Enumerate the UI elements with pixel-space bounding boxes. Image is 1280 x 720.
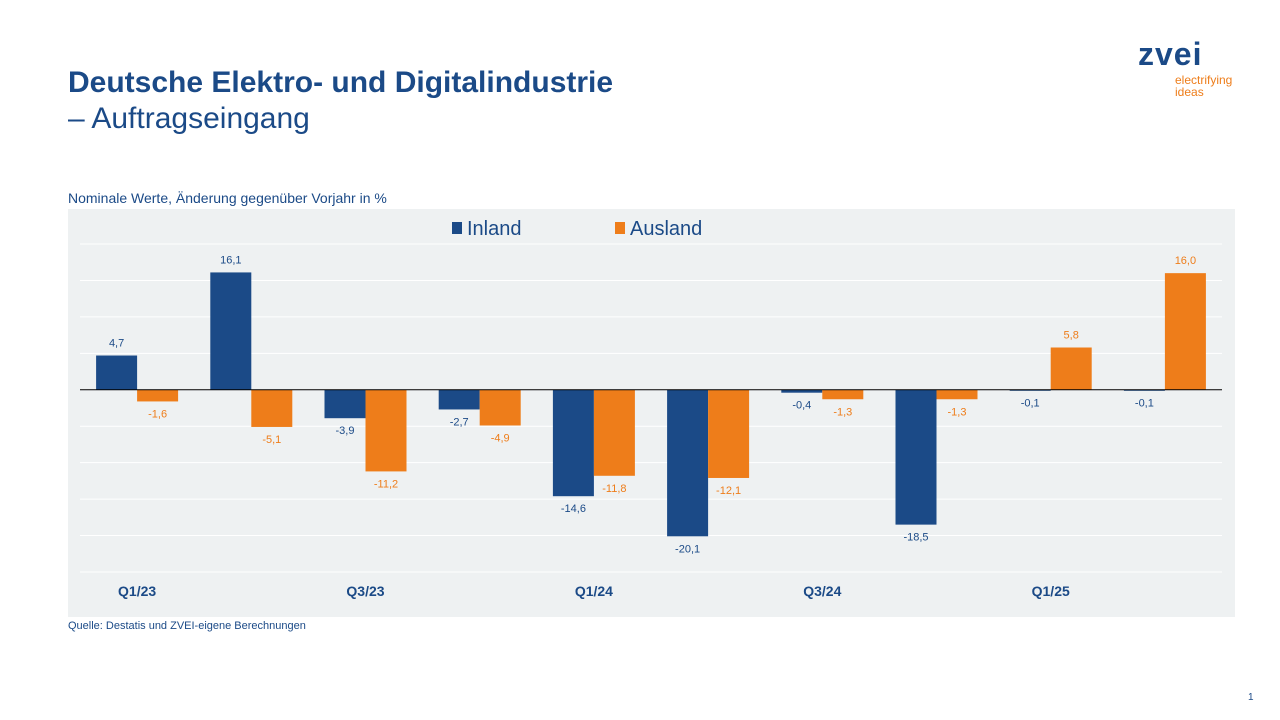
- page-title: Deutsche Elektro- und Digitalindustrie: [68, 66, 614, 99]
- page-subtitle: – Auftragseingang: [68, 102, 310, 135]
- data-label: -1,3: [833, 406, 852, 418]
- x-tick-label: Q3/23: [346, 583, 384, 599]
- data-label: -1,6: [148, 408, 167, 420]
- data-label: -0,1: [1135, 398, 1154, 410]
- legend-label: Inland: [467, 218, 522, 240]
- logo-tagline: electrifying ideas: [1175, 74, 1232, 98]
- data-label: -18,5: [903, 532, 928, 544]
- bar-inland: [781, 389, 823, 393]
- logo-tagline-1: electrifying: [1175, 73, 1233, 87]
- bar-inland: [552, 389, 594, 497]
- bar-inland: [96, 355, 138, 390]
- data-label: 16,0: [1175, 255, 1196, 267]
- data-label: -11,2: [374, 478, 398, 490]
- x-tick-label: Q1/25: [1032, 583, 1070, 599]
- x-tick-label: Q1/24: [575, 583, 613, 599]
- data-label: -11,8: [602, 483, 626, 495]
- bar-ausland: [936, 389, 978, 400]
- data-label: -0,4: [792, 400, 811, 412]
- bar-ausland: [1164, 273, 1206, 390]
- chart-unit-label: Nominale Werte, Änderung gegenüber Vorja…: [68, 190, 387, 206]
- bar-ausland: [479, 389, 521, 426]
- bar-inland: [438, 389, 480, 410]
- bar-inland: [324, 389, 366, 419]
- bar-inland: [667, 389, 709, 537]
- data-label: -20,1: [675, 543, 700, 555]
- bar-ausland: [251, 389, 293, 427]
- data-label: -12,1: [716, 485, 741, 497]
- data-label: 4,7: [109, 338, 124, 350]
- data-label: 5,8: [1064, 330, 1079, 342]
- chart-background: [68, 209, 1235, 617]
- data-label: -1,3: [948, 406, 967, 418]
- bar-ausland: [137, 389, 179, 402]
- source-note: Quelle: Destatis und ZVEI-eigene Berechn…: [68, 620, 306, 632]
- page-number: 1: [1248, 692, 1254, 703]
- bar-ausland: [708, 389, 750, 478]
- bar-ausland: [593, 389, 635, 476]
- legend-swatch-ausland: [615, 222, 625, 234]
- logo-tagline-2: ideas: [1175, 85, 1204, 99]
- data-label: 16,1: [220, 254, 241, 266]
- data-label: -2,7: [450, 416, 469, 428]
- bar-ausland: [1050, 347, 1092, 390]
- bar-inland: [895, 389, 937, 525]
- zvei-logo: zvei: [1138, 36, 1203, 72]
- bar-ausland: [365, 389, 407, 472]
- data-label: -0,1: [1021, 398, 1040, 410]
- legend-label: Ausland: [630, 218, 702, 240]
- bar-inland: [210, 272, 252, 390]
- data-label: -14,6: [561, 503, 586, 515]
- x-tick-label: Q3/24: [803, 583, 841, 599]
- x-tick-label: Q1/23: [118, 583, 156, 599]
- bar-ausland: [822, 389, 864, 400]
- legend-swatch-inland: [452, 222, 462, 234]
- data-label: -3,9: [336, 425, 355, 437]
- data-label: -5,1: [262, 434, 281, 446]
- data-label: -4,9: [491, 432, 510, 444]
